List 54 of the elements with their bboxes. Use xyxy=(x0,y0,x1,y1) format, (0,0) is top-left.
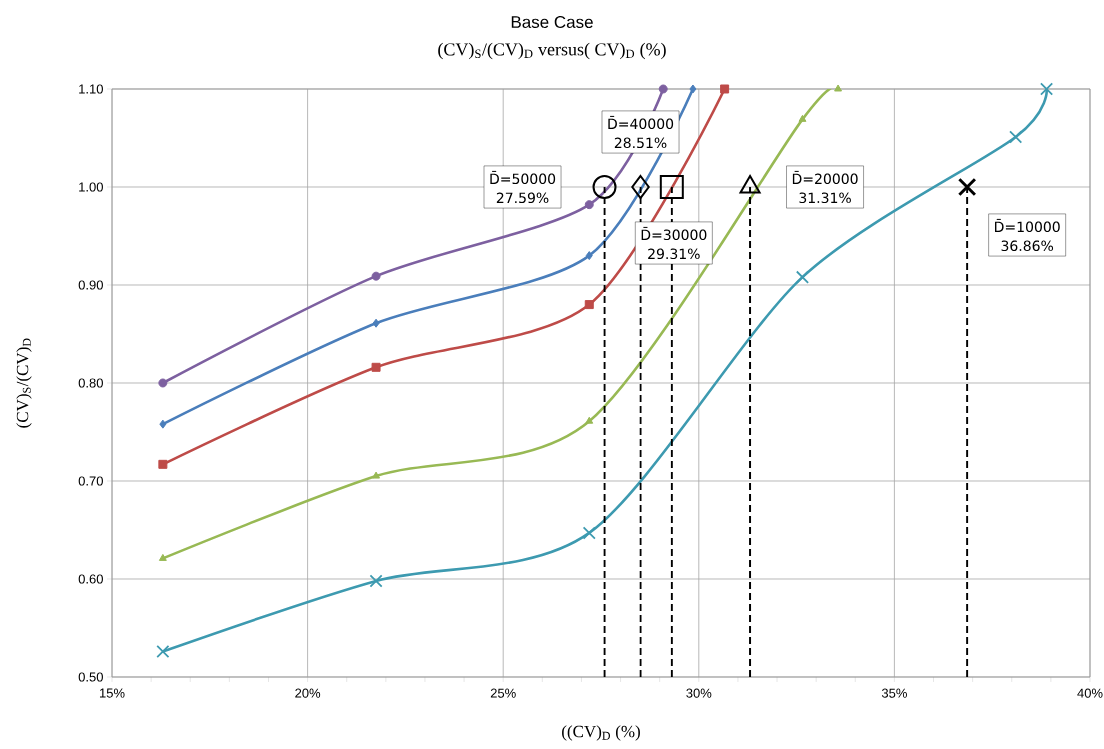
point xyxy=(585,416,594,424)
annotation: D̄=20000 xyxy=(792,170,858,185)
y-tick-label: 1.10 xyxy=(79,84,103,94)
annotation: D̄=10000 xyxy=(995,218,1060,233)
point xyxy=(957,177,977,197)
point xyxy=(658,84,668,94)
x-tick-label: 20% xyxy=(295,688,321,698)
chart-subtitle: (CV)$_{S}$/(CV)$_{D}$ versus( CV)$_{D}$ (%) xyxy=(438,42,666,60)
chart-title: Base Case xyxy=(511,15,593,29)
y-tick-label: 0.70 xyxy=(78,476,103,486)
annotation: D̄=40000 xyxy=(608,115,674,130)
y-tick-label: 0.60 xyxy=(78,574,103,584)
point xyxy=(158,378,168,388)
point xyxy=(1009,130,1023,144)
point xyxy=(720,84,730,94)
y-tick-label: 1.00 xyxy=(79,182,103,192)
annotation: 36.86% xyxy=(1001,240,1054,252)
point xyxy=(158,459,168,469)
point xyxy=(689,84,697,94)
y-axis-title: (CV)$_{S}$/(CV)$_{D}$ xyxy=(16,338,32,428)
x-tick-label: 40% xyxy=(1077,688,1103,698)
point xyxy=(584,300,594,310)
annotation: 27.59% xyxy=(496,192,549,204)
point xyxy=(584,200,594,210)
point xyxy=(369,574,383,588)
point xyxy=(795,270,810,284)
annotation: D̄=30000 xyxy=(641,226,707,241)
point xyxy=(659,174,684,199)
point xyxy=(798,114,807,122)
point xyxy=(371,271,381,281)
annotation: D̄=50000 xyxy=(490,170,556,185)
point xyxy=(631,174,650,199)
y-tick-label: 0.90 xyxy=(78,280,103,290)
x-tick-label: 30% xyxy=(686,688,712,698)
point xyxy=(372,318,380,328)
y-tick-label: 0.80 xyxy=(78,378,103,388)
x-axis-title: ((CV)$_{D}$ (%) xyxy=(562,725,640,741)
point xyxy=(158,553,167,561)
point xyxy=(582,526,596,540)
point xyxy=(585,251,593,261)
x-tick-label: 35% xyxy=(881,688,907,698)
point xyxy=(372,471,381,479)
point xyxy=(592,174,617,199)
annotation: 31.31% xyxy=(799,192,851,204)
x-tick-label: 15% xyxy=(99,688,125,698)
point xyxy=(159,419,167,429)
y-tick-label: 0.50 xyxy=(78,672,103,682)
x-tick-label: 25% xyxy=(490,688,516,698)
point xyxy=(1040,82,1054,96)
point xyxy=(156,644,170,659)
annotation: 29.31% xyxy=(648,248,700,260)
point xyxy=(834,84,843,92)
annotation: 28.51% xyxy=(614,137,667,149)
point xyxy=(371,362,381,372)
